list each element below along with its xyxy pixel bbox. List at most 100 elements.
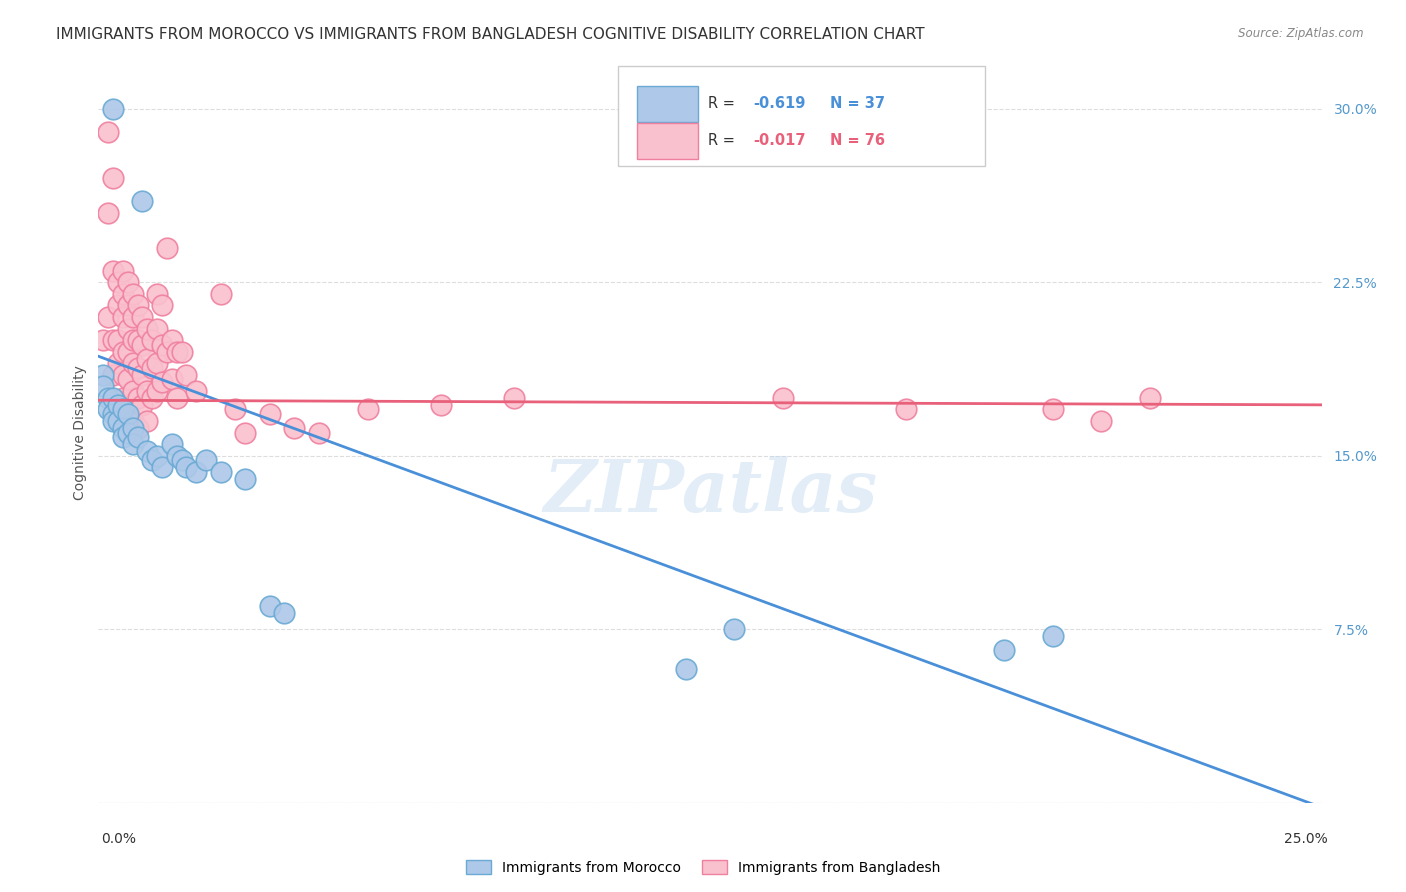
Point: [259, 599, 281, 614]
Point: [117, 298, 139, 312]
Point: [107, 414, 129, 428]
Point: [136, 351, 159, 366]
Point: [127, 298, 149, 312]
Point: [186, 465, 208, 479]
Point: [146, 321, 169, 335]
Point: [97, 310, 120, 324]
Point: [141, 453, 163, 467]
Point: [224, 402, 246, 417]
Point: [150, 460, 173, 475]
Point: [356, 402, 378, 417]
Point: [283, 421, 305, 435]
Point: [127, 391, 149, 405]
Point: [117, 425, 139, 440]
Point: [160, 437, 183, 451]
Point: [170, 344, 193, 359]
Point: [1090, 414, 1112, 428]
Point: [101, 414, 124, 428]
Point: [156, 344, 179, 359]
Point: [131, 310, 153, 324]
Point: [107, 333, 129, 347]
Point: [146, 286, 169, 301]
Point: [117, 275, 139, 289]
Point: [121, 286, 143, 301]
Text: N = 37: N = 37: [830, 95, 884, 111]
Point: [111, 286, 134, 301]
Point: [131, 398, 153, 412]
FancyBboxPatch shape: [637, 123, 697, 159]
Point: [430, 398, 453, 412]
Point: [723, 622, 745, 636]
Point: [107, 356, 129, 370]
Text: N = 76: N = 76: [830, 133, 884, 148]
Point: [170, 453, 193, 467]
Point: [160, 372, 183, 386]
Point: [111, 430, 134, 444]
Text: -0.017: -0.017: [752, 133, 806, 148]
Point: [772, 391, 794, 405]
Point: [111, 310, 134, 324]
Point: [127, 360, 149, 375]
Point: [117, 407, 139, 421]
Y-axis label: Cognitive Disability: Cognitive Disability: [73, 365, 87, 500]
Point: [136, 444, 159, 458]
Point: [107, 298, 129, 312]
Point: [101, 263, 124, 277]
Point: [127, 430, 149, 444]
Point: [111, 344, 134, 359]
Point: [141, 391, 163, 405]
Point: [273, 606, 295, 620]
Point: [101, 407, 124, 421]
Point: [121, 384, 143, 398]
Point: [101, 391, 124, 405]
Point: [1042, 629, 1064, 643]
Point: [150, 337, 173, 351]
Point: [146, 356, 169, 370]
Point: [127, 333, 149, 347]
Point: [1139, 391, 1161, 405]
Point: [131, 337, 153, 351]
Text: 0.0%: 0.0%: [101, 832, 136, 846]
Point: [233, 472, 256, 486]
Point: [141, 360, 163, 375]
Text: -0.619: -0.619: [752, 95, 806, 111]
Point: [117, 398, 139, 412]
Point: [503, 391, 526, 405]
Point: [127, 421, 149, 435]
Point: [121, 333, 143, 347]
Point: [150, 298, 173, 312]
Point: [166, 391, 188, 405]
Point: [97, 125, 120, 139]
Point: [111, 368, 134, 382]
Point: [97, 402, 120, 417]
Point: [209, 465, 232, 479]
Point: [146, 384, 169, 398]
Point: [156, 240, 179, 255]
Point: [150, 375, 173, 389]
Point: [131, 194, 153, 209]
Point: [166, 344, 188, 359]
Point: [160, 333, 183, 347]
Point: [117, 321, 139, 335]
Point: [136, 414, 159, 428]
Point: [97, 206, 120, 220]
Point: [97, 391, 120, 405]
Point: [1042, 402, 1064, 417]
Point: [146, 449, 169, 463]
Point: [121, 310, 143, 324]
Point: [131, 368, 153, 382]
Point: [111, 421, 134, 435]
Point: [176, 460, 198, 475]
Text: IMMIGRANTS FROM MOROCCO VS IMMIGRANTS FROM BANGLADESH COGNITIVE DISABILITY CORRE: IMMIGRANTS FROM MOROCCO VS IMMIGRANTS FR…: [56, 27, 925, 42]
Point: [259, 407, 281, 421]
Point: [121, 356, 143, 370]
Point: [101, 102, 124, 116]
Point: [894, 402, 917, 417]
Point: [101, 368, 124, 382]
FancyBboxPatch shape: [637, 87, 697, 121]
Point: [121, 414, 143, 428]
Point: [176, 368, 198, 382]
Text: Source: ZipAtlas.com: Source: ZipAtlas.com: [1239, 27, 1364, 40]
Point: [121, 437, 143, 451]
Point: [111, 391, 134, 405]
